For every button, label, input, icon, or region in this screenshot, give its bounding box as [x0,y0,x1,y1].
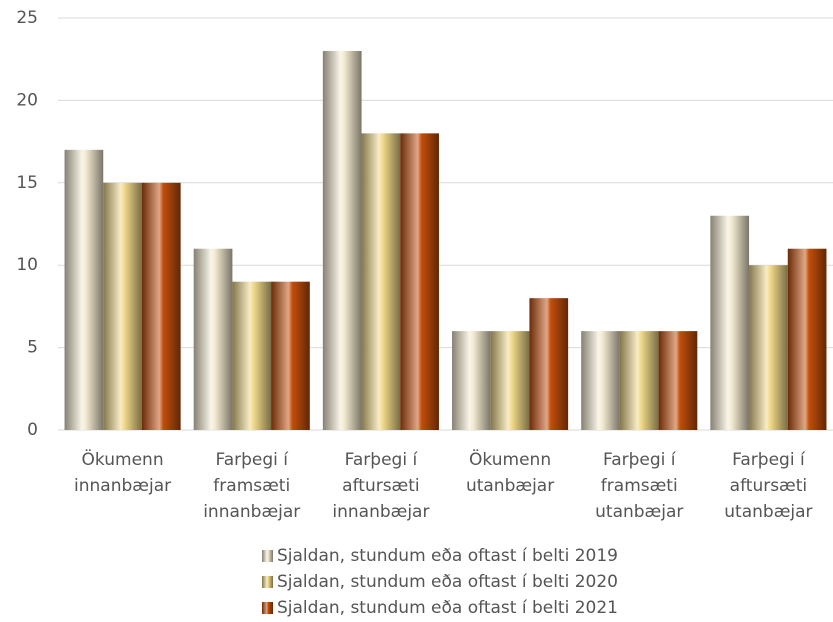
bar [529,298,569,430]
x-tick-label: utanbæjar [724,502,812,522]
x-tick-label: Farþegi í [345,450,419,470]
x-tick-label: innanbæjar [74,476,171,496]
x-tick-label: aftursæti [730,476,807,496]
y-tick-label: 5 [27,338,38,358]
bar [400,133,439,431]
x-tick-label: aftursæti [342,476,419,496]
bar [232,281,272,430]
bar [490,331,530,430]
x-tick-label: utanbæjar [466,476,554,496]
bar [581,331,620,430]
bar [361,133,401,431]
bar [658,331,698,430]
y-tick-label: 15 [16,173,38,193]
legend-swatch [262,576,273,588]
x-tick-label: framsæti [213,476,290,496]
bar [787,248,827,430]
y-tick-label: 25 [16,8,38,28]
bar [141,182,181,430]
x-tick-label: Ökumenn [82,448,164,470]
bar [619,331,659,430]
bar [64,149,104,430]
x-tick-label: innanbæjar [203,502,300,522]
y-tick-label: 20 [16,90,38,110]
bar [193,248,233,430]
legend-swatch [262,550,273,562]
x-tick-label: framsæti [601,476,678,496]
legend-label: Sjaldan, stundum eða oftast í belti 2021 [277,598,618,618]
x-tick-label: Farþegi í [603,450,677,470]
y-tick-label: 10 [16,255,38,275]
bar [749,265,788,430]
bar [103,182,142,430]
bar [710,215,750,430]
bar [452,331,491,430]
legend-swatch [262,602,273,614]
x-tick-label: Farþegi í [732,450,806,470]
x-tick-label: Farþegi í [215,450,289,470]
bar [271,281,310,430]
legend-label: Sjaldan, stundum eða oftast í belti 2019 [277,546,618,566]
x-tick-label: Ökumenn [469,448,551,470]
x-tick-label: utanbæjar [595,502,683,522]
legend-label: Sjaldan, stundum eða oftast í belti 2020 [277,572,618,592]
bar [322,50,362,431]
y-tick-label: 0 [27,420,38,440]
x-tick-label: innanbæjar [332,502,429,522]
